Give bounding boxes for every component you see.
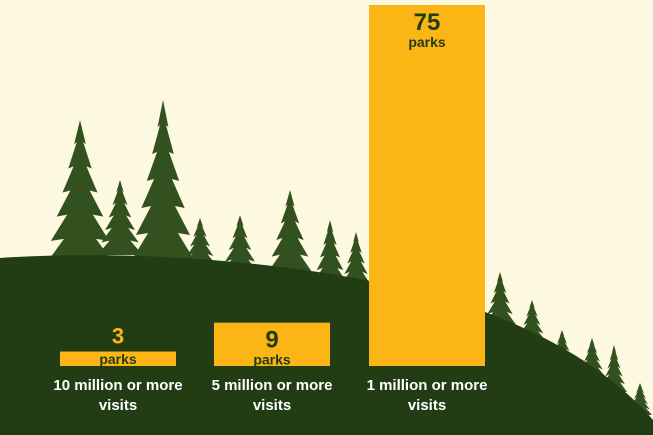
tree	[130, 100, 196, 262]
category-label: 10 million or more visits	[53, 377, 183, 414]
category-label: 5 million or more visits	[211, 377, 333, 414]
bar	[214, 322, 330, 366]
tree	[45, 120, 115, 265]
bar	[60, 351, 176, 366]
unit-label: parks	[99, 351, 137, 367]
tree	[97, 180, 143, 255]
unit-label: parks	[408, 34, 446, 50]
value-label: 75	[414, 9, 441, 36]
value-label: 9	[265, 327, 278, 354]
unit-label: parks	[253, 352, 291, 368]
bar	[369, 5, 485, 366]
category-label: 1 million or more visits	[366, 377, 488, 414]
tree	[262, 190, 318, 290]
value-label: 3	[112, 324, 124, 349]
